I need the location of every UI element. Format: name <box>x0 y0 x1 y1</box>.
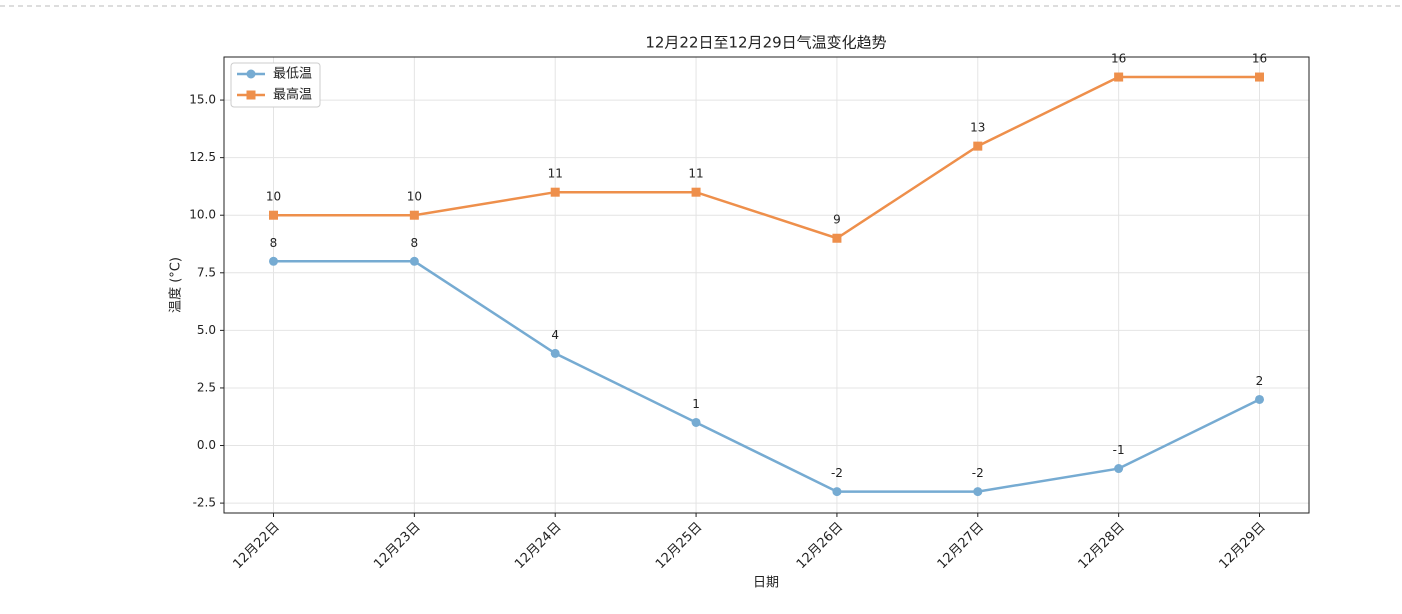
marker <box>973 141 983 151</box>
legend-marker <box>246 90 256 100</box>
x-tick-label: 12月23日 <box>371 520 423 572</box>
marker <box>1114 464 1124 474</box>
legend-label: 最低温 <box>273 67 312 82</box>
value-label: -2 <box>831 466 843 480</box>
marker <box>269 210 278 220</box>
value-label: 8 <box>270 236 278 250</box>
y-tick-label: 15.0 <box>189 93 216 107</box>
value-label: 2 <box>1256 374 1264 388</box>
legend-marker <box>246 69 256 79</box>
value-label: 10 <box>266 190 281 204</box>
chart-title: 12月22日至12月29日气温变化趋势 <box>645 34 886 52</box>
marker <box>691 187 701 197</box>
y-tick-label: 2.5 <box>197 380 216 394</box>
y-tick-label: 7.5 <box>197 265 216 279</box>
marker <box>550 348 560 358</box>
marker <box>1255 394 1264 404</box>
marker <box>269 256 278 266</box>
marker <box>973 487 983 497</box>
x-tick-label: 12月28日 <box>1076 520 1128 572</box>
marker <box>1255 72 1264 82</box>
marker <box>409 256 419 266</box>
x-tick-label: 12月22日 <box>230 520 282 572</box>
value-label: 16 <box>1252 52 1267 66</box>
value-label: -1 <box>1113 443 1125 457</box>
value-label: 11 <box>548 167 563 181</box>
value-label: 16 <box>1111 52 1126 66</box>
value-label: 8 <box>411 236 419 250</box>
value-label: 10 <box>407 190 422 204</box>
value-label: 1 <box>692 397 700 411</box>
marker <box>409 210 419 220</box>
plot-frame <box>223 56 1310 514</box>
value-label: 11 <box>688 167 703 181</box>
value-label: 4 <box>551 328 559 342</box>
x-tick-label: 12月24日 <box>512 520 564 572</box>
value-label: 13 <box>970 121 985 135</box>
series-line <box>273 75 1260 240</box>
legend-label: 最高温 <box>273 87 312 103</box>
y-tick-label: 12.5 <box>189 150 216 164</box>
series-line <box>273 260 1261 493</box>
marker <box>550 187 560 197</box>
y-tick-label: 5.0 <box>197 323 216 337</box>
marker <box>1114 72 1124 82</box>
x-tick-label: 12月26日 <box>794 520 846 572</box>
y-axis-label: 温度 (°C) <box>168 257 184 313</box>
marker <box>691 417 701 427</box>
x-tick-label: 12月25日 <box>653 520 705 572</box>
y-tick-label: 10.0 <box>189 208 216 222</box>
marker <box>832 233 842 243</box>
value-label: -2 <box>972 466 984 480</box>
y-tick-label: 0.0 <box>197 438 216 452</box>
y-tick-label: -2.5 <box>193 496 216 510</box>
x-tick-label: 12月27日 <box>935 520 987 572</box>
marker <box>832 487 842 497</box>
value-label: 9 <box>833 213 841 227</box>
x-axis-label: 日期 <box>753 576 779 591</box>
x-tick-label: 12月29日 <box>1216 520 1268 572</box>
